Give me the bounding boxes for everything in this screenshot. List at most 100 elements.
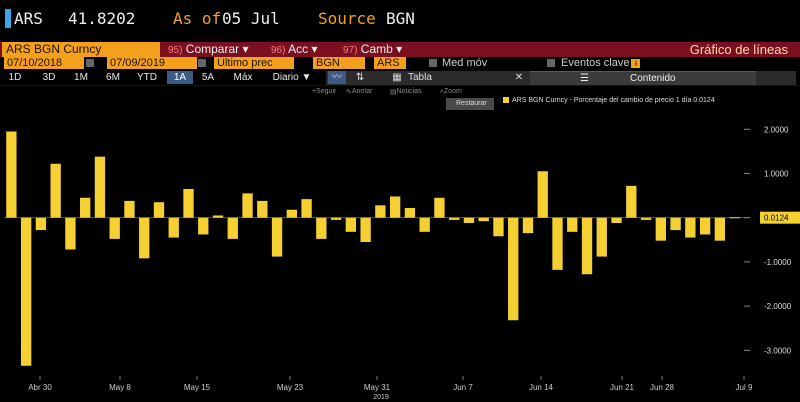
chart-bar	[242, 193, 253, 218]
restore-button[interactable]: Restaurar	[446, 98, 494, 110]
follow-tool-label: Seguir	[316, 88, 337, 95]
chart-bar	[286, 209, 297, 218]
x-axis-tick-label: May 15	[184, 383, 211, 392]
line-chart-icon[interactable]: 〰	[328, 71, 346, 84]
annotate-tool[interactable]: ✎ Anotar	[346, 88, 373, 96]
chart-bar	[330, 217, 342, 220]
chart-bar	[271, 217, 283, 257]
chart-bar	[227, 217, 238, 239]
chart-bar	[552, 217, 563, 270]
content-tab[interactable]: ☰ Contenido	[530, 71, 756, 85]
chart-bar	[670, 217, 681, 231]
currency-field[interactable]: ARS	[374, 57, 406, 69]
chart-bar	[611, 217, 622, 223]
chevron-down-icon: ▾	[242, 42, 249, 56]
chart-bar	[50, 163, 61, 218]
chart-bar	[198, 217, 209, 235]
moving-average-checkbox[interactable]	[429, 59, 437, 67]
legend-text: ARS BGN Curncy - Porcentaje del cambio d…	[512, 97, 715, 104]
chart-bars	[6, 131, 740, 366]
content-tab-label: ☰ Contenido	[580, 73, 676, 84]
chart-bar	[626, 185, 637, 218]
chart-bar	[463, 217, 475, 223]
news-tool-label: Noticias	[396, 88, 422, 95]
x-axis-year-label: 2019	[373, 394, 389, 401]
table-button[interactable]: Tabla	[408, 72, 432, 83]
change-menu-label: Camb	[360, 42, 393, 56]
security-flag-icon	[5, 9, 11, 28]
zoom-tool[interactable]: ⌕ Zoom	[440, 88, 462, 95]
collapse-arrows-icon[interactable]: ✕	[514, 72, 524, 83]
x-axis-labels: Abr 30 May 8 May 15 May 23 May 31 Jun 7 Jun 14…	[28, 383, 753, 401]
annotate-tool-label: Anotar	[351, 88, 373, 95]
chart-bar	[508, 217, 519, 321]
chart-options-icon[interactable]: ⇅	[355, 72, 365, 83]
chart-bar	[640, 217, 652, 220]
moving-average-label: Med móv	[442, 57, 488, 69]
calendar-icon[interactable]	[86, 59, 94, 67]
chart-bar	[65, 217, 76, 250]
change-menu-number: 97)	[343, 45, 358, 56]
y-axis-tick-label: -1.0000	[764, 258, 792, 267]
range-max-button[interactable]: Máx	[233, 72, 253, 83]
chart-bar	[581, 217, 593, 275]
x-axis-tick-label: May 31	[364, 383, 391, 392]
chart-bar	[493, 217, 504, 237]
restore-button-label: Restaurar	[456, 100, 487, 107]
chart-bar	[537, 171, 548, 218]
chart-bar	[301, 199, 312, 218]
range-1m-button[interactable]: 1M	[74, 72, 88, 83]
chart-bar	[699, 217, 711, 235]
end-date-field[interactable]: 07/09/2019	[107, 57, 197, 69]
range-6m-button[interactable]: 6M	[106, 72, 120, 83]
zoom-tool-label: Zoom	[443, 88, 462, 95]
header-price: 41.8202	[68, 9, 136, 28]
y-axis-tick-label: -3.0000	[764, 346, 792, 355]
range-3d-button[interactable]: 3D	[42, 72, 56, 83]
chart-bar	[124, 200, 135, 218]
chart-bar	[80, 197, 91, 218]
chart-type-title[interactable]: Gráfico de líneas	[689, 42, 788, 57]
compare-menu-number: 95)	[168, 45, 183, 56]
chart-bar	[419, 217, 430, 232]
chart-bar	[345, 217, 357, 232]
actions-menu[interactable]: 96) Acc ▾	[271, 42, 318, 57]
source-field[interactable]: BGN	[313, 57, 365, 69]
function-bar: ARS BGN Curncy 95) Comparar ▾ 96) Acc ▾ …	[0, 42, 800, 57]
inputs-row: 07/10/2018 07/09/2019 Último prec BGN AR…	[0, 57, 800, 70]
range-1a-button[interactable]: 1A	[167, 71, 193, 84]
compare-menu[interactable]: 95) Comparar ▾	[168, 42, 249, 57]
chart-bar	[449, 217, 460, 220]
chart-bar	[212, 215, 224, 218]
calendar-icon[interactable]	[198, 59, 206, 67]
news-tool[interactable]: ▤ Noticias	[390, 88, 422, 96]
actions-menu-label: Acc	[288, 42, 309, 56]
range-1d-button[interactable]: 1D	[8, 72, 22, 83]
chart-bar	[20, 217, 32, 366]
change-menu[interactable]: 97) Camb ▾	[343, 42, 402, 57]
chart-bar	[685, 217, 696, 238]
range-5a-button[interactable]: 5A	[201, 72, 215, 83]
period-select[interactable]: Diario ▼	[266, 71, 318, 84]
y-axis-tick-label: 1.0000	[764, 169, 789, 178]
chart-bar	[596, 217, 607, 257]
start-date-field[interactable]: 07/10/2018	[4, 57, 84, 69]
compare-menu-label: Comparar	[185, 42, 240, 56]
chart-grid	[4, 128, 750, 380]
chart-bar	[316, 217, 327, 239]
price-field-select[interactable]: Último prec	[214, 57, 294, 69]
header-ticker: ARS	[14, 9, 43, 28]
bar-chart: 2.00001.00000.0124-1.0000-2.0000-3.0000 …	[4, 125, 800, 401]
y-axis-tick-label: -2.0000	[764, 302, 792, 311]
chart-bar	[375, 205, 386, 218]
x-axis-tick-label: Jun 14	[529, 383, 554, 392]
follow-tool[interactable]: + Seguir	[312, 88, 337, 95]
range-ytd-button[interactable]: YTD	[137, 72, 157, 83]
security-field[interactable]: ARS BGN Curncy	[2, 42, 160, 57]
chart-bar	[714, 217, 726, 241]
key-events-checkbox[interactable]	[547, 59, 555, 67]
info-icon[interactable]: i	[631, 59, 641, 68]
table-icon[interactable]: ▦	[392, 72, 402, 83]
chart-bar	[168, 217, 179, 238]
header-source-value: BGN	[386, 9, 415, 28]
